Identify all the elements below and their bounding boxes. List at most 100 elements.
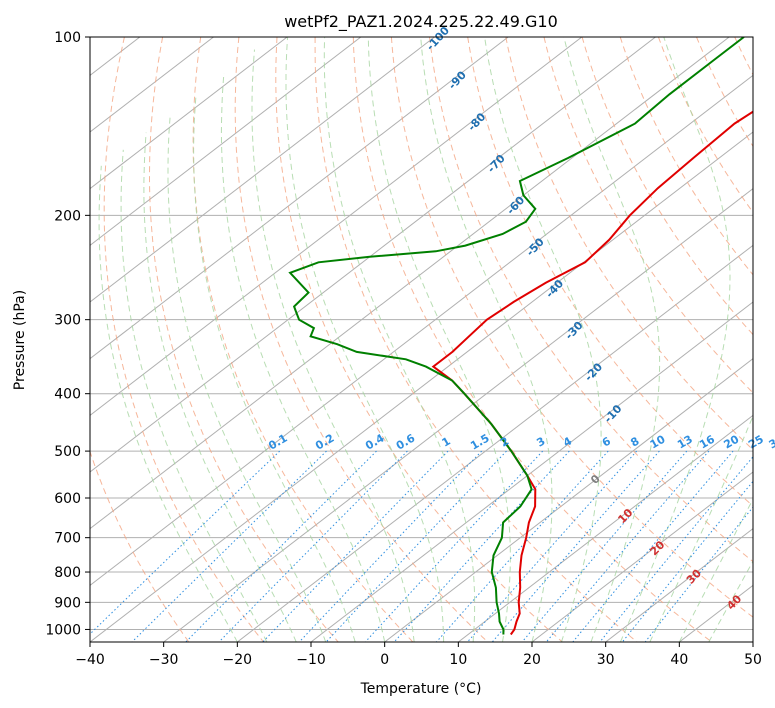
moist-adiabat-line [420,37,553,642]
y-tick-label: 800 [54,565,81,581]
isotherm-line [163,188,753,642]
x-tick-label: 0 [380,652,389,668]
isotherm-line [531,471,753,642]
background-lines [90,37,753,642]
isotherm-line [90,37,435,303]
y-tick-label: 700 [54,531,81,547]
chart-title: wetPf2_PAZ1.2024.225.22.49.G10 [284,12,558,32]
x-tick-label: 30 [597,652,615,668]
dewpoint-line [288,37,745,635]
dry-adiabat-line [192,37,414,642]
mixing-ratio-line [262,450,449,642]
isotherm-line [90,131,753,642]
x-tick-label: 20 [523,652,541,668]
mixing-ratio-label: 25 [746,433,766,452]
moist-adiabat-line [649,414,753,642]
mixing-ratio-line [599,456,753,642]
y-axis: 100 200 300 400 500 600 700 800 900 1000 [45,30,90,638]
isotherm-line [310,301,753,642]
isotherm-label: -30 [563,319,586,343]
isotherm-line [90,37,730,530]
moist-adiabat-line [323,37,476,642]
isotherm-label: -10 [602,402,625,426]
moist-adiabat-label: 30 [684,567,704,587]
isotherm-label: -40 [543,277,566,301]
mixing-ratio-line [325,450,507,642]
mixing-ratio-label: 13 [675,433,695,452]
moist-adiabat-line [220,72,386,642]
y-axis-title: Pressure (hPa) [12,290,28,390]
dry-adiabat-line [352,37,713,642]
x-tick-label: −30 [149,652,179,668]
isotherm-line [90,37,583,416]
isotherm-line [90,37,509,360]
temperature-line [431,110,753,636]
mixing-ratio-line [545,450,710,642]
dry-adiabat-line [467,37,753,507]
moist-adiabat-label: 40 [724,592,744,612]
moist-adiabat-line [120,149,268,642]
mixing-ratio-line [131,450,327,642]
isotherm-line [384,358,753,642]
dry-adiabat-line [619,37,753,276]
mixing-ratio-line [90,450,281,635]
mixing-ratio-line [466,450,638,642]
isotherm-line [90,37,214,133]
moist-adiabat-line [193,94,356,642]
isotherm-line [90,74,753,586]
y-tick-label: 100 [54,30,81,46]
y-tick-label: 900 [54,595,81,611]
profile-lines [288,37,753,636]
isotherm-line [679,584,753,642]
moist-adiabat-line [563,37,661,642]
x-axis-title: Temperature (°C) [360,681,482,697]
moist-adiabat-line [678,497,753,642]
y-tick-label: 600 [54,491,81,507]
moist-adiabat-line [619,37,731,642]
isotherm-line [90,37,362,246]
dry-adiabat-line [234,37,489,642]
y-tick-label: 200 [54,208,81,224]
plot-frame [89,36,754,643]
moist-adiabat-line [167,114,327,642]
dry-adiabat-line [543,37,753,394]
mixing-ratio-label: 20 [721,432,741,451]
y-tick-label: 400 [54,387,81,403]
isotherm-label: -70 [485,152,508,176]
x-tick-label: −20 [223,652,253,668]
mixing-ratio-line [435,450,609,642]
dry-adiabat-line [149,37,339,642]
mixing-ratio-label: 30 [767,432,775,451]
dry-adiabat-line [696,37,753,148]
isotherm-line [605,528,753,642]
dry-adiabat-line [734,37,753,76]
mixing-ratio-line [218,450,408,642]
x-tick-label: −10 [296,652,326,668]
dry-adiabat-line [314,37,638,642]
mixing-ratio-line [621,480,753,642]
mixing-ratio-line [364,450,544,642]
isotherm-label: -90 [446,68,469,92]
isotherm-line [90,37,656,473]
x-tick-label: 10 [449,652,467,668]
y-tick-label: 500 [54,444,81,460]
isotherm-line [90,37,288,190]
x-tick-label: −40 [75,652,105,668]
isotherm-label: -80 [465,110,488,134]
x-axis: −40 −30 −20 −10 0 10 20 30 40 50 [75,642,762,668]
moist-adiabat-label: 20 [647,538,667,558]
mixing-ratio-label: 16 [697,432,717,451]
dry-adiabat-line [505,37,753,451]
mixing-ratio-label: 3 [534,435,547,450]
moist-adiabat-line [98,165,238,642]
dry-adiabat-line [390,37,753,618]
isotherm-line [237,244,753,642]
moist-adiabat-line [251,49,415,642]
y-tick-label: 300 [54,313,81,329]
dry-adiabat-line [429,37,753,563]
x-tick-label: 50 [744,652,762,668]
mixing-ratio-label: 0.2 [313,432,336,453]
dry-adiabat-line [103,37,265,642]
isotherm-line [752,641,753,642]
